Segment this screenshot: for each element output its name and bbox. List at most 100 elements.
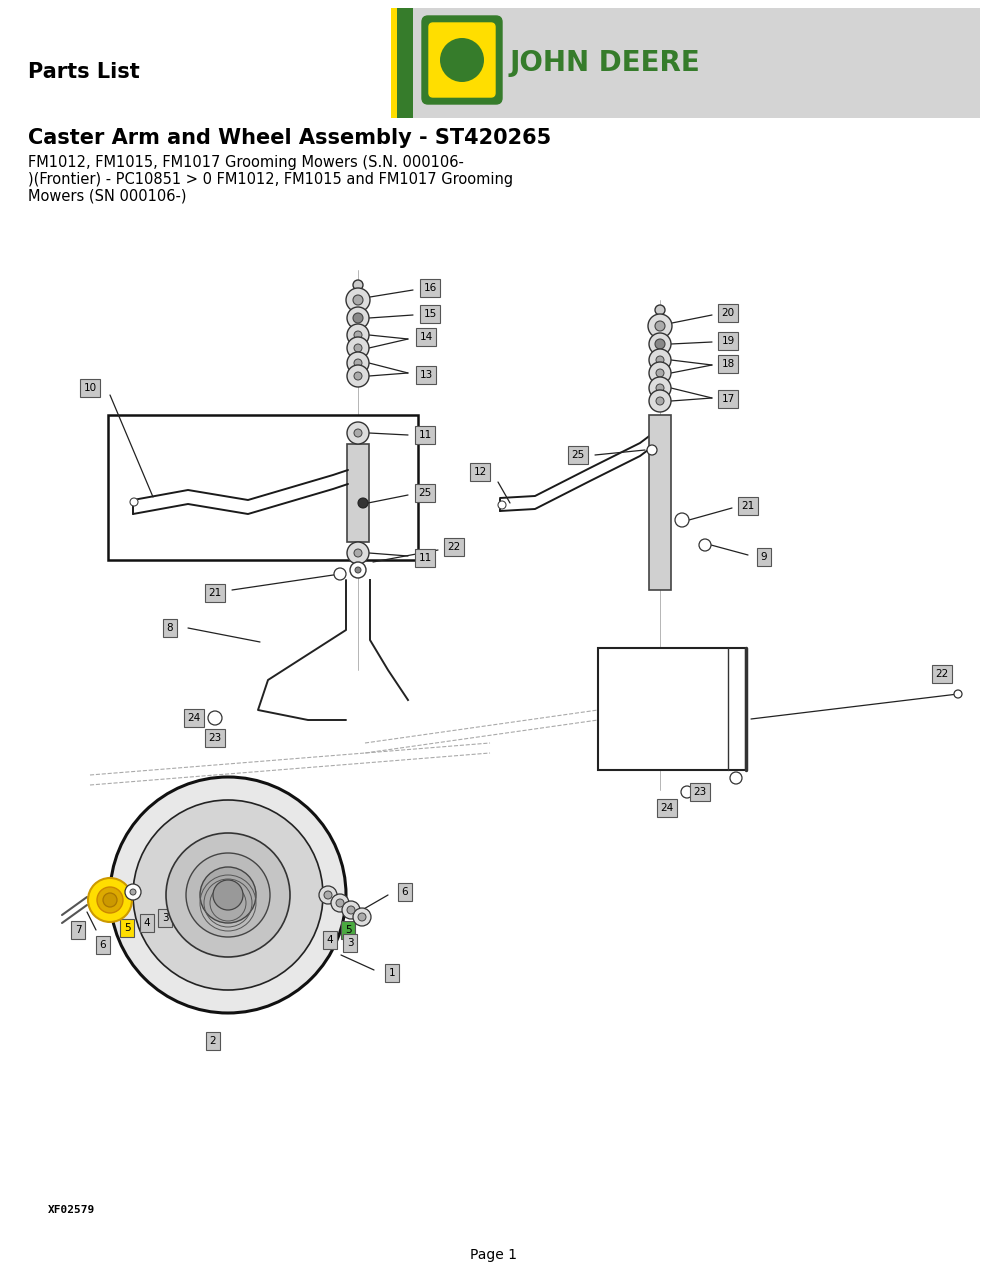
- Circle shape: [681, 786, 693, 797]
- Text: 21: 21: [209, 588, 222, 598]
- Text: 22: 22: [936, 669, 948, 678]
- Circle shape: [354, 429, 362, 436]
- Bar: [347, 444, 369, 541]
- Text: 20: 20: [721, 308, 735, 317]
- Circle shape: [358, 498, 368, 508]
- Text: 7: 7: [75, 925, 81, 934]
- Circle shape: [353, 908, 371, 925]
- Circle shape: [655, 339, 665, 349]
- Circle shape: [347, 906, 355, 914]
- Text: 11: 11: [418, 553, 431, 563]
- Text: 4: 4: [143, 918, 150, 928]
- Text: 15: 15: [423, 308, 436, 319]
- Text: Parts List: Parts List: [28, 61, 139, 82]
- Circle shape: [88, 878, 132, 922]
- Circle shape: [353, 314, 363, 323]
- Circle shape: [334, 568, 346, 580]
- Circle shape: [355, 567, 361, 573]
- Circle shape: [699, 539, 711, 550]
- Circle shape: [347, 307, 369, 329]
- Circle shape: [649, 333, 671, 355]
- Circle shape: [354, 372, 362, 380]
- Circle shape: [347, 337, 369, 358]
- Text: )(Frontier) - PC10851 > 0 FM1012, FM1015 and FM1017 Grooming: )(Frontier) - PC10851 > 0 FM1012, FM1015…: [28, 172, 513, 187]
- Text: 25: 25: [418, 488, 431, 498]
- Text: 3: 3: [347, 938, 353, 948]
- Text: 24: 24: [661, 803, 674, 813]
- Circle shape: [649, 349, 671, 371]
- Text: 24: 24: [187, 713, 201, 723]
- Circle shape: [648, 314, 672, 338]
- Circle shape: [346, 288, 370, 312]
- Circle shape: [656, 384, 664, 392]
- Circle shape: [103, 893, 117, 908]
- Text: 11: 11: [418, 430, 431, 440]
- Text: 9: 9: [761, 552, 767, 562]
- Text: 6: 6: [100, 940, 106, 950]
- Circle shape: [347, 352, 369, 374]
- Circle shape: [655, 305, 665, 315]
- Circle shape: [319, 886, 337, 904]
- Text: Mowers (SN 000106-): Mowers (SN 000106-): [28, 188, 187, 204]
- Bar: [649, 415, 671, 590]
- Circle shape: [186, 852, 270, 937]
- Circle shape: [97, 887, 123, 913]
- Circle shape: [336, 899, 344, 908]
- Text: 12: 12: [474, 467, 487, 477]
- Text: Caster Arm and Wheel Assembly - ST420265: Caster Arm and Wheel Assembly - ST420265: [28, 128, 551, 148]
- Bar: [395, 8, 413, 118]
- Text: JOHN DEERE: JOHN DEERE: [510, 49, 701, 77]
- Text: FM1012, FM1015, FM1017 Grooming Mowers (S.N. 000106-: FM1012, FM1015, FM1017 Grooming Mowers (…: [28, 155, 464, 169]
- Text: 1: 1: [389, 968, 396, 978]
- Circle shape: [358, 913, 366, 922]
- Circle shape: [331, 893, 349, 913]
- Text: 13: 13: [419, 370, 432, 380]
- Circle shape: [354, 332, 362, 339]
- Circle shape: [354, 344, 362, 352]
- Circle shape: [125, 884, 141, 900]
- Circle shape: [213, 881, 243, 910]
- Text: XF02579: XF02579: [48, 1204, 95, 1215]
- Circle shape: [130, 498, 138, 506]
- Circle shape: [354, 549, 362, 557]
- Bar: [391, 8, 397, 118]
- Text: 8: 8: [167, 623, 173, 634]
- Bar: [395, 8, 980, 118]
- Text: 3: 3: [161, 913, 168, 923]
- Text: Page 1: Page 1: [471, 1248, 517, 1262]
- Circle shape: [656, 369, 664, 378]
- Circle shape: [133, 800, 323, 989]
- Circle shape: [347, 422, 369, 444]
- Circle shape: [675, 513, 689, 527]
- Circle shape: [200, 867, 256, 923]
- Text: 2: 2: [210, 1036, 217, 1046]
- Text: 17: 17: [721, 394, 735, 404]
- Text: 6: 6: [402, 887, 408, 897]
- Circle shape: [353, 294, 363, 305]
- Circle shape: [347, 365, 369, 387]
- Circle shape: [649, 390, 671, 412]
- Text: 22: 22: [447, 541, 461, 552]
- Circle shape: [166, 833, 290, 957]
- Circle shape: [730, 772, 742, 783]
- Circle shape: [954, 690, 962, 698]
- Text: 10: 10: [83, 383, 97, 393]
- Circle shape: [656, 356, 664, 364]
- Circle shape: [350, 562, 366, 579]
- Bar: [108, 415, 418, 561]
- Circle shape: [353, 280, 363, 291]
- Text: 23: 23: [693, 787, 706, 797]
- Text: 4: 4: [326, 934, 333, 945]
- Text: 5: 5: [124, 923, 131, 933]
- Circle shape: [347, 541, 369, 564]
- FancyBboxPatch shape: [422, 17, 502, 104]
- Circle shape: [130, 890, 136, 895]
- Bar: [598, 648, 746, 771]
- Text: 5: 5: [345, 925, 351, 934]
- Circle shape: [342, 901, 360, 919]
- Text: 23: 23: [209, 733, 222, 742]
- Circle shape: [647, 445, 657, 454]
- Circle shape: [656, 397, 664, 404]
- Circle shape: [649, 362, 671, 384]
- Circle shape: [649, 378, 671, 399]
